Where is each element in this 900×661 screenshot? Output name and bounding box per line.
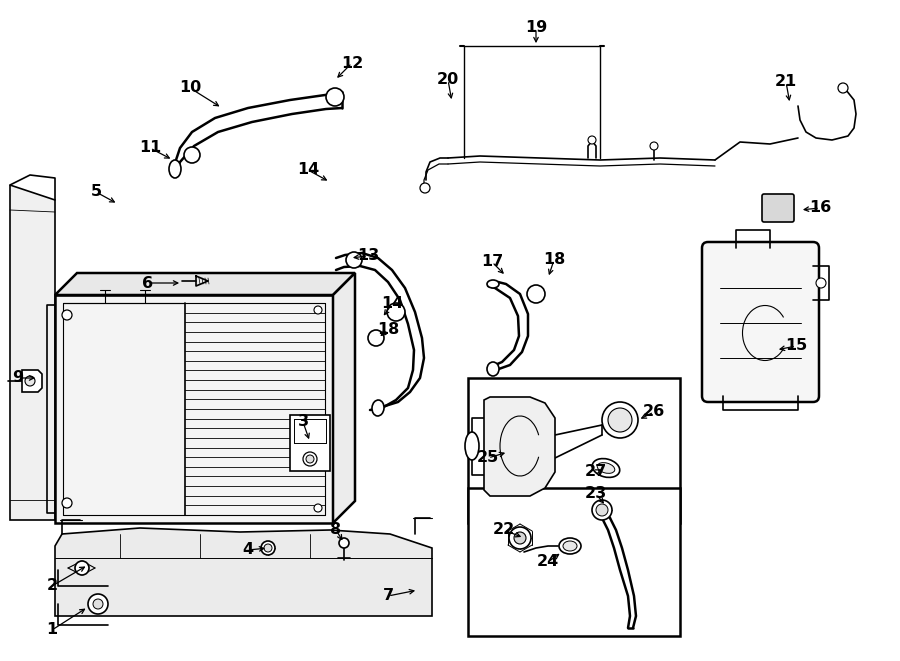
Circle shape <box>62 498 72 508</box>
Circle shape <box>314 306 322 314</box>
FancyBboxPatch shape <box>762 194 794 222</box>
Circle shape <box>650 142 658 150</box>
Circle shape <box>314 504 322 512</box>
Circle shape <box>339 538 349 548</box>
Text: 3: 3 <box>297 414 309 430</box>
Bar <box>55 295 333 523</box>
Ellipse shape <box>487 362 499 376</box>
FancyBboxPatch shape <box>468 488 680 636</box>
Text: 7: 7 <box>382 588 393 603</box>
Ellipse shape <box>559 538 581 554</box>
Circle shape <box>420 183 430 193</box>
Circle shape <box>75 561 89 575</box>
Circle shape <box>184 147 200 163</box>
Text: 25: 25 <box>477 451 500 465</box>
Text: 13: 13 <box>357 249 379 264</box>
Circle shape <box>608 408 632 432</box>
Text: 10: 10 <box>179 81 201 95</box>
Text: 26: 26 <box>643 405 665 420</box>
Text: 16: 16 <box>809 200 831 215</box>
Text: 8: 8 <box>330 522 342 537</box>
Circle shape <box>588 136 596 144</box>
Text: 14: 14 <box>381 297 403 311</box>
Circle shape <box>88 594 108 614</box>
Text: 23: 23 <box>585 486 608 502</box>
Ellipse shape <box>372 400 384 416</box>
Circle shape <box>264 544 272 552</box>
Text: 21: 21 <box>775 75 797 89</box>
Circle shape <box>527 285 545 303</box>
Ellipse shape <box>563 541 577 551</box>
Text: 2: 2 <box>47 578 58 594</box>
Circle shape <box>326 88 344 106</box>
FancyBboxPatch shape <box>702 242 819 402</box>
Circle shape <box>816 278 826 288</box>
Polygon shape <box>55 273 355 295</box>
Circle shape <box>596 504 608 516</box>
Text: 20: 20 <box>436 73 459 87</box>
Text: 24: 24 <box>537 555 559 570</box>
Text: 5: 5 <box>90 184 102 200</box>
Text: 15: 15 <box>785 338 807 354</box>
Text: 1: 1 <box>47 623 58 637</box>
Circle shape <box>62 310 72 320</box>
Ellipse shape <box>465 432 479 460</box>
Circle shape <box>303 452 317 466</box>
Polygon shape <box>22 370 42 392</box>
Polygon shape <box>484 397 555 496</box>
Circle shape <box>387 303 405 321</box>
Ellipse shape <box>598 463 615 473</box>
Circle shape <box>261 541 275 555</box>
Text: 12: 12 <box>341 56 363 71</box>
Text: 18: 18 <box>377 323 399 338</box>
Circle shape <box>368 330 384 346</box>
Circle shape <box>514 532 526 544</box>
Circle shape <box>602 402 638 438</box>
Ellipse shape <box>487 280 499 288</box>
Text: 22: 22 <box>493 522 515 537</box>
Circle shape <box>346 252 362 268</box>
Polygon shape <box>333 273 355 523</box>
Text: 9: 9 <box>13 371 23 385</box>
Text: 18: 18 <box>543 253 565 268</box>
Text: 4: 4 <box>242 543 254 557</box>
Ellipse shape <box>169 160 181 178</box>
Text: 19: 19 <box>525 20 547 36</box>
Circle shape <box>25 376 35 386</box>
Text: 14: 14 <box>297 163 320 178</box>
Text: 6: 6 <box>142 276 154 290</box>
FancyBboxPatch shape <box>290 415 330 471</box>
Polygon shape <box>55 528 432 616</box>
Text: 17: 17 <box>481 254 503 270</box>
Circle shape <box>306 455 314 463</box>
FancyBboxPatch shape <box>468 378 680 523</box>
Circle shape <box>509 527 531 549</box>
Text: 11: 11 <box>139 141 161 155</box>
Circle shape <box>838 83 848 93</box>
Text: 27: 27 <box>585 465 608 479</box>
Ellipse shape <box>592 459 620 477</box>
Circle shape <box>93 599 103 609</box>
Polygon shape <box>10 185 55 520</box>
Circle shape <box>592 500 612 520</box>
